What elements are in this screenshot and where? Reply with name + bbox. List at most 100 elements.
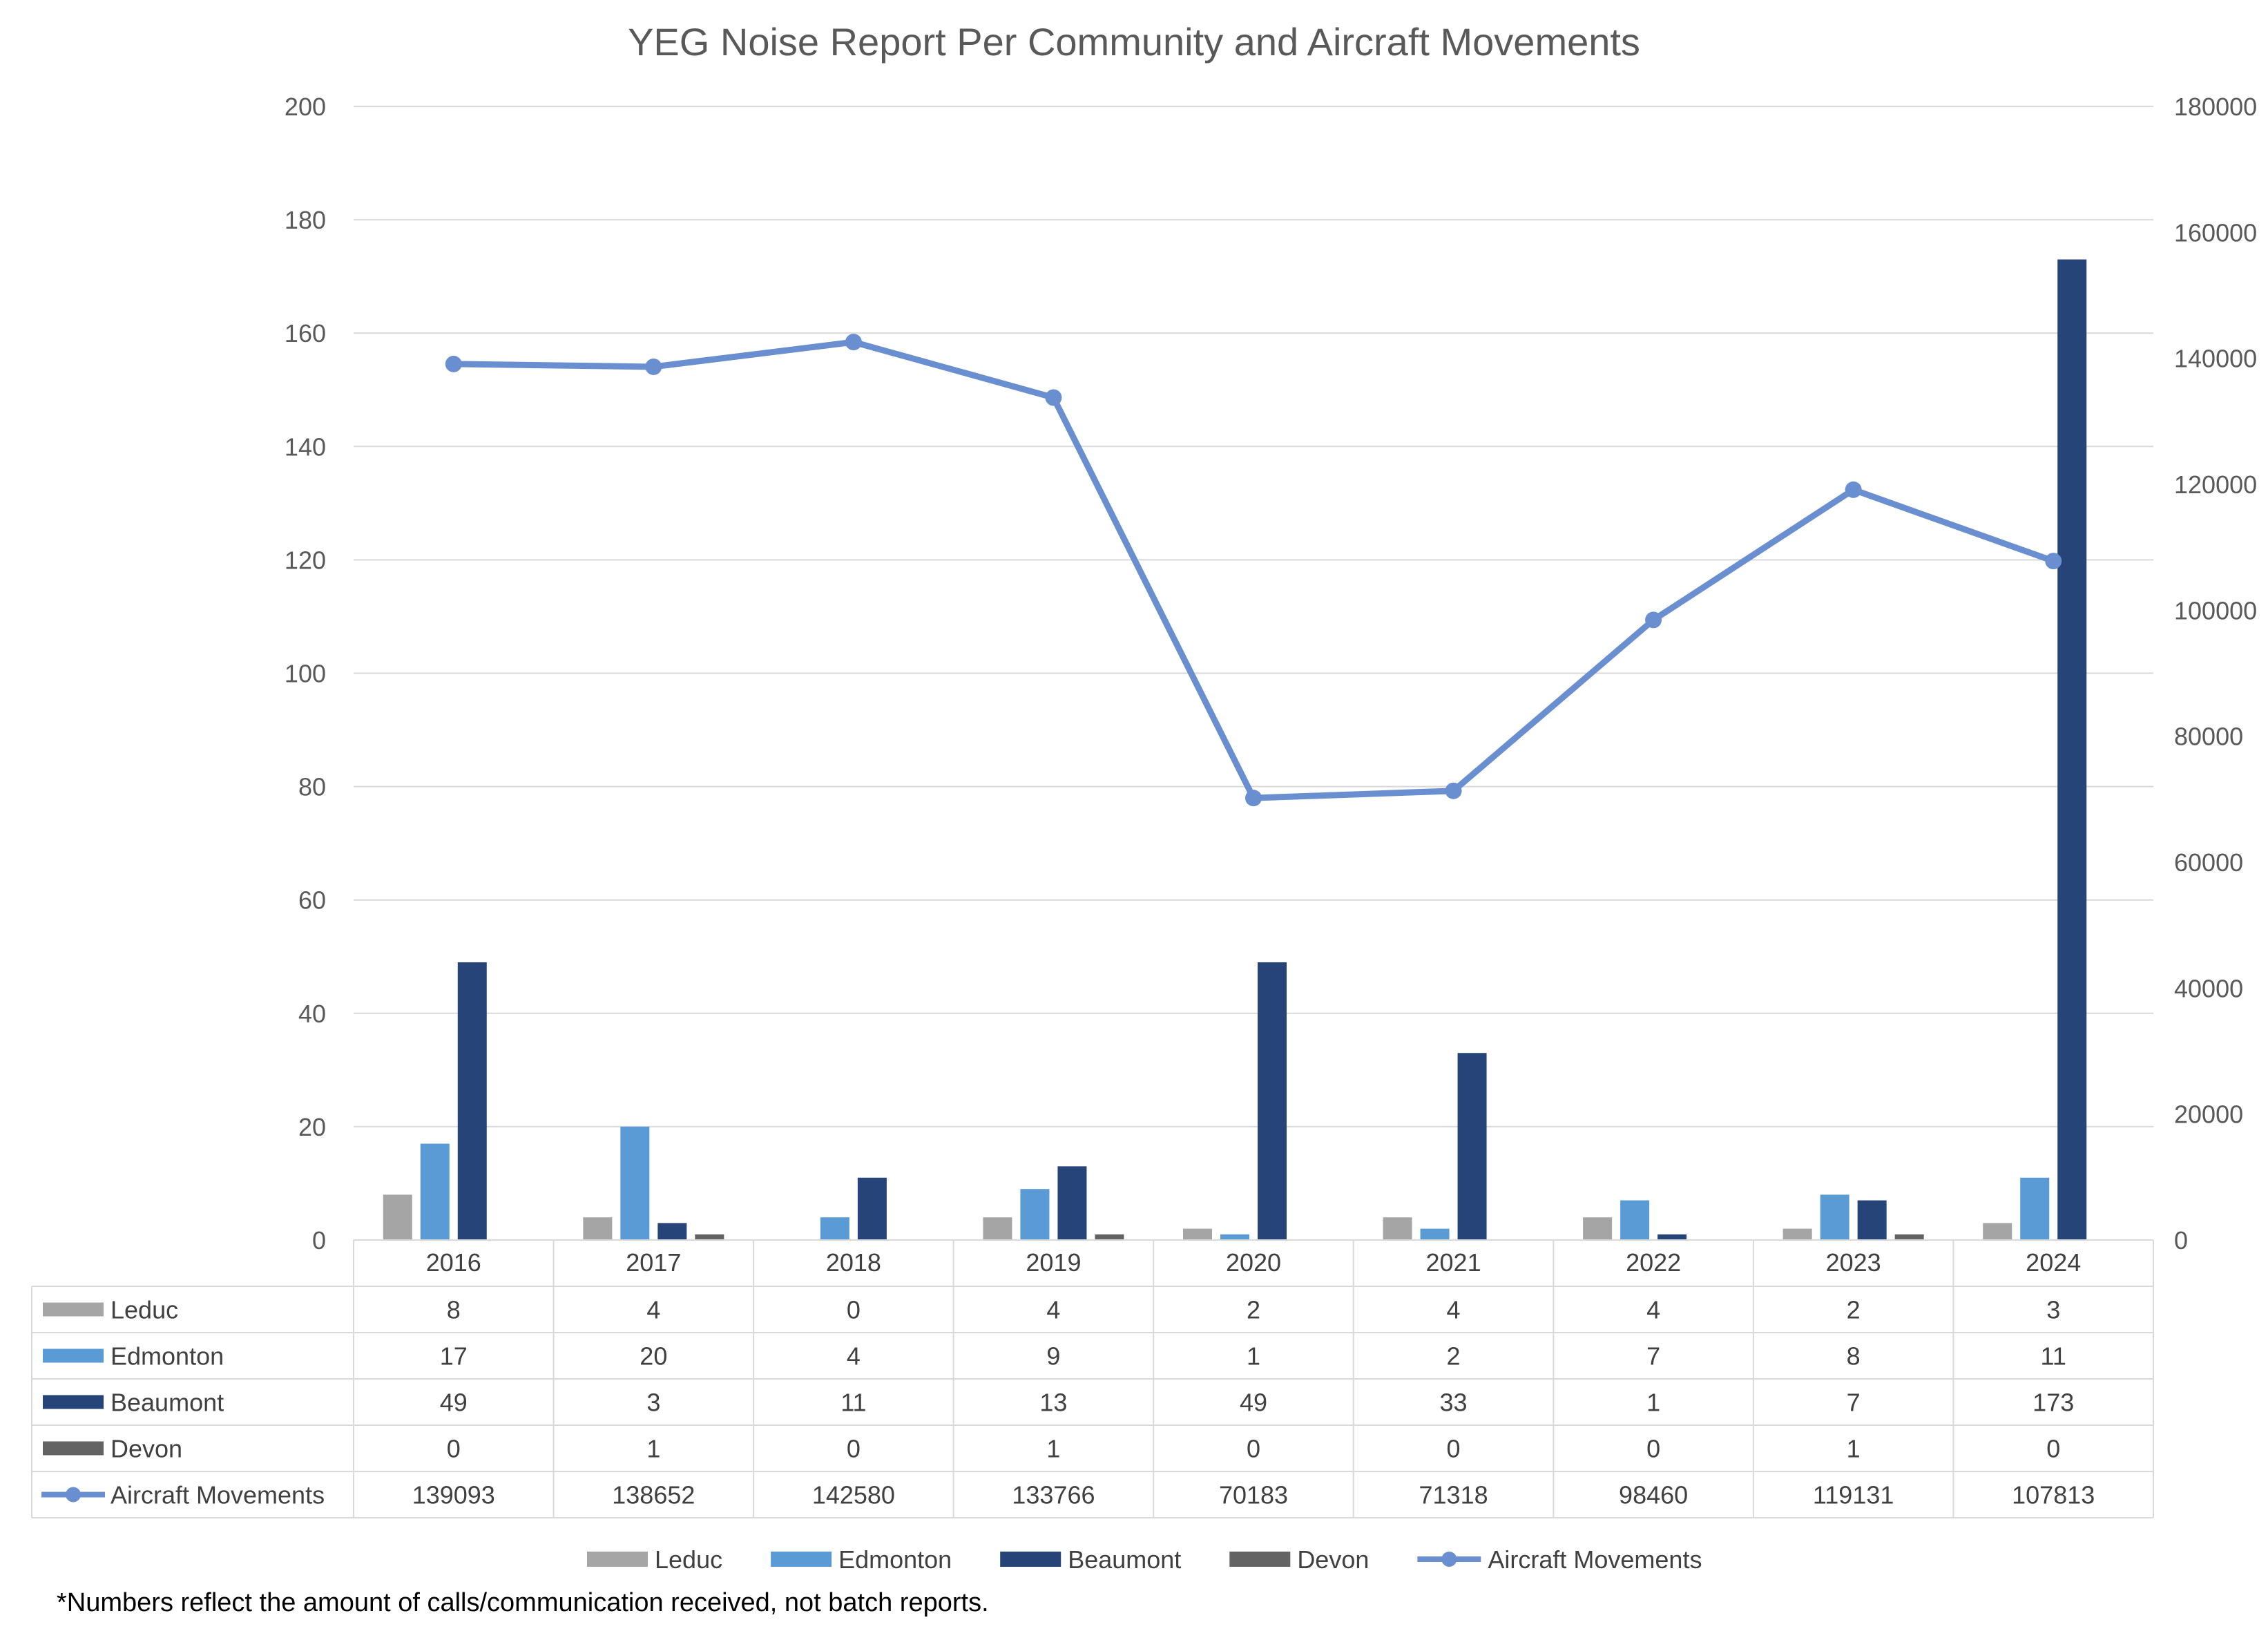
y-tick-label: 140: [285, 432, 326, 461]
table-series-key: [43, 1348, 104, 1363]
table-cell: 119131: [1813, 1481, 1894, 1509]
data-table: 2016 2017 2018 2019 2020 2021 2022 2023 2024Ledu…: [31, 1239, 2154, 1518]
line-point: [1245, 790, 1262, 807]
y2-tick-label: 80000: [2174, 723, 2243, 751]
legend: Leduc Edmonton Beaumont Devon Aircraft Movem…: [587, 1545, 1702, 1574]
table-series-name: Edmonton: [110, 1342, 224, 1371]
y-tick-label: 200: [285, 93, 326, 121]
x-tick-label: 2021: [1426, 1248, 1481, 1277]
table-cell: 142580: [812, 1481, 895, 1509]
table-cell: 2: [1847, 1296, 1861, 1324]
table-cell: 8: [447, 1296, 461, 1324]
table-cell: 0: [447, 1435, 461, 1463]
y-tick-label: 80: [298, 773, 326, 801]
table-cell: 4: [1046, 1296, 1060, 1324]
x-tick-label: 2024: [2026, 1248, 2081, 1277]
series-line: [450, 339, 2057, 801]
bar-beaumont: [2057, 259, 2087, 1240]
bar-edmonton: [1620, 1200, 1650, 1240]
table-cell: 0: [1247, 1435, 1260, 1463]
legend-label: Edmonton: [838, 1545, 952, 1574]
bar-leduc: [1383, 1217, 1412, 1240]
table-cell: 0: [847, 1296, 861, 1324]
legend-label: Leduc: [655, 1545, 722, 1574]
bar-devon: [1894, 1234, 1924, 1240]
legend-label: Aircraft Movements: [1488, 1545, 1702, 1574]
bar-beaumont: [1057, 1166, 1087, 1240]
table-series-key: [43, 1395, 104, 1409]
table-cell: 98460: [1619, 1481, 1688, 1509]
y-tick-label: 40: [298, 1000, 326, 1028]
line-point: [845, 334, 862, 351]
x-tick-label: 2023: [1826, 1248, 1881, 1277]
bar-beaumont: [1457, 1053, 1487, 1240]
legend-key: [1000, 1552, 1061, 1567]
y2-tick-label: 100000: [2174, 596, 2257, 625]
bar-devon: [1095, 1234, 1124, 1240]
table-cell: 1: [1247, 1342, 1260, 1371]
y2-tick-label: 0: [2174, 1226, 2188, 1255]
right-axis-tick-labels: 0 20000 40000 60000 80000 100000 120000 140000 1…: [2174, 93, 2257, 1255]
bar-leduc: [1782, 1228, 1812, 1240]
bar-leduc: [1983, 1223, 2012, 1240]
y2-tick-label: 160000: [2174, 218, 2257, 247]
legend-key: [587, 1552, 648, 1567]
bar-leduc: [1183, 1228, 1212, 1240]
y2-tick-label: 40000: [2174, 974, 2243, 1002]
y-tick-label: 0: [312, 1226, 326, 1255]
table-cell: 4: [646, 1296, 660, 1324]
gridlines: [354, 106, 2153, 1241]
x-tick-label: 2020: [1226, 1248, 1281, 1277]
line-point: [1445, 782, 1462, 799]
bar-edmonton: [1820, 1194, 1849, 1240]
y2-tick-label: 20000: [2174, 1100, 2243, 1129]
table-cell: 49: [440, 1389, 468, 1417]
bar-edmonton: [1420, 1228, 1450, 1240]
bar-edmonton: [1020, 1189, 1050, 1240]
x-tick-label: 2017: [626, 1248, 681, 1277]
table-cell: 17: [440, 1342, 468, 1371]
y2-tick-label: 120000: [2174, 470, 2257, 499]
x-tick-label: 2022: [1626, 1248, 1681, 1277]
legend-key: [1229, 1552, 1291, 1567]
table-cell: 1: [1046, 1435, 1060, 1463]
table-cell: 11: [840, 1389, 866, 1417]
table-cell: 7: [1847, 1389, 1861, 1417]
line-point: [2045, 553, 2062, 570]
line-point: [445, 355, 462, 372]
table-cell: 1: [646, 1435, 660, 1463]
table-cell: 8: [1847, 1342, 1861, 1371]
y-tick-label: 180: [285, 206, 326, 234]
y2-tick-label: 140000: [2174, 345, 2257, 373]
table-cell: 1: [1847, 1435, 1861, 1463]
table-cell: 2: [1247, 1296, 1260, 1324]
table-cell: 4: [1447, 1296, 1461, 1324]
bar-edmonton: [2020, 1177, 2050, 1240]
legend-label: Devon: [1297, 1545, 1369, 1574]
bar-edmonton: [820, 1217, 849, 1240]
table-cell: 33: [1440, 1389, 1468, 1417]
table-cell: 7: [1646, 1342, 1660, 1371]
line-point: [1845, 481, 1862, 498]
y-tick-label: 60: [298, 886, 326, 915]
bar-beaumont: [457, 962, 487, 1240]
table-cell: 9: [1046, 1342, 1060, 1371]
y2-tick-label: 60000: [2174, 848, 2243, 877]
table-cell: 13: [1039, 1389, 1067, 1417]
table-cell: 139093: [412, 1481, 495, 1509]
bar-leduc: [1583, 1217, 1613, 1240]
table-cell: 138652: [612, 1481, 695, 1509]
line-point: [1645, 611, 1662, 629]
table-cell: 4: [1646, 1296, 1660, 1324]
table-cell: 70183: [1219, 1481, 1288, 1509]
bar-beaumont: [1657, 1234, 1687, 1240]
footnote: *Numbers reflect the amount of calls/com…: [57, 1588, 989, 1617]
table-series-name: Aircraft Movements: [110, 1481, 325, 1509]
bar-edmonton: [620, 1126, 650, 1240]
table-cell: 20: [640, 1342, 667, 1371]
y-tick-label: 120: [285, 546, 326, 574]
line-point: [645, 358, 662, 375]
table-series-key: [43, 1441, 104, 1456]
